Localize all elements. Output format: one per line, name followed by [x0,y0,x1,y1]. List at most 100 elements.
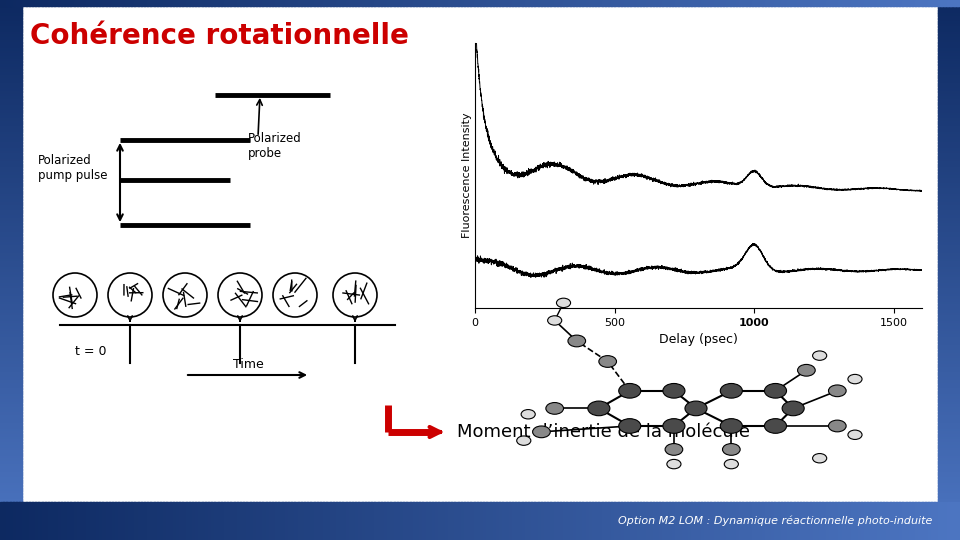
Bar [96,0,100,6]
Bar [595,502,599,540]
Bar [490,0,493,6]
Bar [938,334,960,338]
Bar [51,502,56,540]
Bar [938,131,960,135]
Circle shape [848,430,862,440]
Bar [224,502,228,540]
Bar [125,0,129,6]
Bar [55,502,59,540]
Bar [0,58,22,62]
Bar [0,177,22,181]
Bar [185,0,190,6]
Bar [204,0,209,6]
Bar [938,525,960,529]
Bar [0,145,22,148]
Bar [346,0,349,6]
Bar [295,502,299,540]
Circle shape [663,383,685,398]
Bar [614,0,618,6]
Bar [938,80,960,84]
Bar [938,482,960,486]
Bar [0,96,22,100]
Bar [876,502,881,540]
Bar [10,0,13,6]
X-axis label: Delay (psec): Delay (psec) [659,333,738,346]
Bar [304,0,308,6]
Bar [387,502,392,540]
Bar [938,207,960,211]
Bar [243,502,248,540]
Bar [922,0,925,6]
Circle shape [547,316,562,325]
Bar [938,112,960,116]
Bar [948,502,951,540]
Bar [739,502,743,540]
Bar [684,502,689,540]
Bar [621,0,625,6]
Bar [538,502,541,540]
Bar [0,490,22,494]
Bar [938,380,960,383]
Bar [435,0,440,6]
Bar [598,502,603,540]
Bar [938,509,960,513]
Bar [0,501,22,505]
Bar [938,328,960,332]
Bar [679,502,683,540]
Bar [588,502,593,540]
Bar [746,0,750,6]
Circle shape [812,351,827,360]
Bar [902,0,906,6]
Bar [938,293,960,297]
Bar [0,72,22,76]
Bar [84,502,87,540]
Bar [468,0,471,6]
Bar [938,534,960,537]
Bar [950,0,954,6]
Bar [938,301,960,305]
Bar [0,66,22,70]
Bar [211,502,215,540]
Bar [0,280,22,284]
Bar [675,0,680,6]
Bar [938,320,960,324]
Bar [160,502,164,540]
Bar [924,502,929,540]
Bar [538,0,541,6]
Bar [336,502,340,540]
Bar [938,212,960,216]
Bar [381,0,385,6]
Bar [147,0,152,6]
Bar [938,169,960,173]
Bar [938,12,960,16]
Bar [938,285,960,289]
Bar [662,502,666,540]
Bar [0,220,22,224]
Bar [502,502,507,540]
Bar [0,385,22,389]
Bar [346,502,349,540]
Bar [912,502,916,540]
Bar [938,245,960,248]
Bar [0,482,22,486]
Circle shape [764,383,786,398]
Bar [352,502,356,540]
Bar [487,502,491,540]
Bar [893,502,897,540]
Bar [214,502,219,540]
Bar [272,502,276,540]
Bar [938,299,960,302]
Bar [252,502,257,540]
Bar [0,212,22,216]
Bar [0,285,22,289]
Bar [727,0,731,6]
Bar [499,502,503,540]
Bar [660,502,663,540]
Bar [880,502,884,540]
Bar [0,453,22,456]
Bar [938,29,960,32]
Bar [704,0,708,6]
Bar [938,220,960,224]
Bar [656,0,660,6]
Bar [233,502,238,540]
